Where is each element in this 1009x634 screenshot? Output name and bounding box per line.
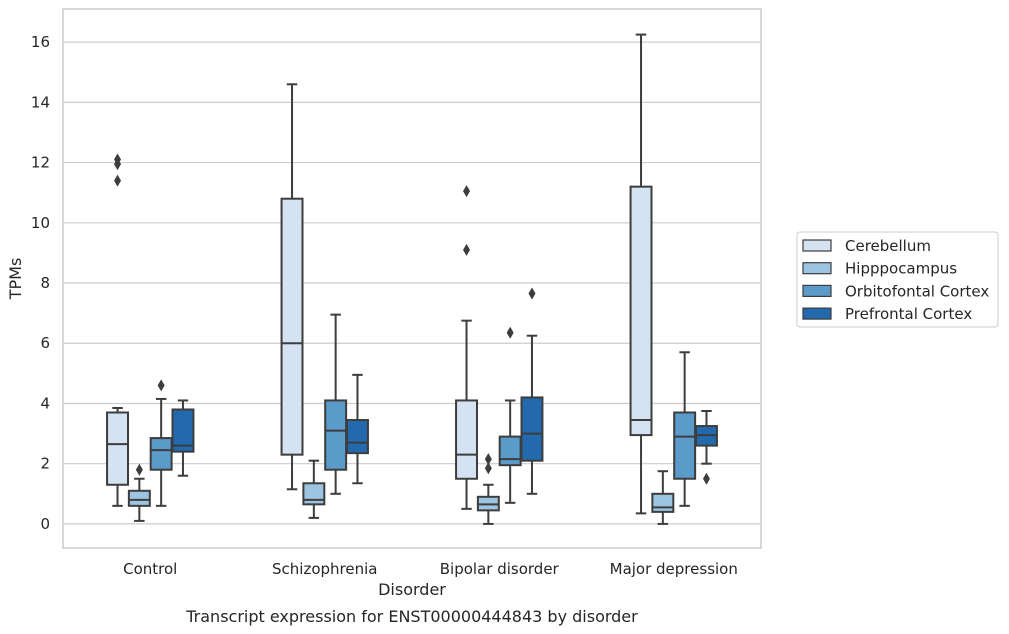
- box-iqr: [673, 411, 697, 480]
- y-tick-label: 8: [40, 274, 50, 292]
- legend-label: Prefrontal Cortex: [845, 305, 972, 323]
- legend-label: Orbitofontal Cortex: [845, 282, 989, 300]
- box-cerebellum: [455, 185, 479, 510]
- legend-label: Cerebellum: [845, 237, 931, 255]
- legend-label: Hipppocampus: [845, 260, 957, 278]
- box-iqr: [651, 492, 675, 513]
- y-tick-label: 14: [31, 93, 50, 111]
- legend-frame: [796, 231, 999, 328]
- y-tick-label: 12: [31, 154, 50, 172]
- chart-caption: Transcript expression for ENST0000044484…: [185, 607, 638, 626]
- box-orbitofontal-cortex: [149, 379, 173, 507]
- outlier-point: [484, 453, 492, 466]
- box-cerebellum: [106, 153, 130, 507]
- box-iqr: [455, 399, 479, 480]
- legend-swatch: [802, 307, 832, 320]
- outlier-point: [114, 153, 122, 166]
- outlier-point: [157, 379, 165, 392]
- legend-swatch: [802, 239, 832, 252]
- x-tick-label: Bipolar disorder: [440, 560, 560, 578]
- box-prefrontal-cortex: [171, 399, 195, 477]
- box-hipppocampus: [302, 459, 326, 519]
- outlier-point: [506, 326, 514, 339]
- legend-swatch: [802, 262, 832, 275]
- box-iqr: [280, 197, 304, 456]
- box-orbitofontal-cortex: [673, 351, 697, 507]
- x-tick-labels: Control Schizophrenia Bipolar disorder Majo…: [123, 560, 738, 578]
- y-tick-label: 4: [40, 394, 50, 412]
- box-iqr: [324, 399, 348, 471]
- x-axis-label: Disorder: [378, 580, 446, 599]
- box-prefrontal-cortex: [520, 287, 544, 495]
- box-iqr: [498, 435, 522, 467]
- outlier-point: [135, 463, 143, 476]
- outlier-point: [528, 287, 536, 300]
- box-iqr: [149, 437, 173, 471]
- y-tick-label: 6: [40, 334, 50, 352]
- box-iqr: [127, 489, 151, 507]
- y-tick-label: 2: [40, 455, 50, 473]
- box-iqr: [171, 408, 195, 453]
- box-hipppocampus: [476, 453, 500, 525]
- y-tick-label: 0: [40, 515, 50, 533]
- box-orbitofontal-cortex: [324, 313, 348, 495]
- outlier-point: [114, 174, 122, 187]
- y-tick-label: 10: [31, 214, 50, 232]
- box-iqr: [345, 419, 369, 455]
- x-tick-label: Control: [123, 560, 177, 578]
- x-tick-label: Schizophrenia: [272, 560, 377, 578]
- plot-frame: [62, 8, 762, 549]
- box-prefrontal-cortex: [694, 409, 718, 485]
- box-hipppocampus: [127, 463, 151, 522]
- box-cerebellum: [280, 83, 304, 491]
- legend-swatch: [802, 284, 832, 297]
- y-tick-label: 16: [31, 33, 50, 51]
- box-orbitofontal-cortex: [498, 326, 522, 504]
- box-iqr: [629, 185, 653, 437]
- box-prefrontal-cortex: [345, 373, 369, 485]
- x-tick-label: Major depression: [610, 560, 738, 578]
- y-tick-labels: 0 2 4 6 8 10 12 14 16: [31, 33, 50, 533]
- box-cerebellum: [629, 33, 653, 515]
- outlier-point: [463, 185, 471, 198]
- box-iqr: [520, 396, 544, 462]
- y-axis-label: TPMs: [6, 258, 25, 301]
- box-iqr: [302, 482, 326, 506]
- outlier-point: [463, 243, 471, 256]
- box-plots: [106, 33, 718, 525]
- box-hipppocampus: [651, 470, 675, 525]
- grid-lines: [63, 41, 761, 525]
- outlier-point: [702, 472, 710, 485]
- box-iqr: [106, 411, 130, 486]
- legend: Cerebellum Hipppocampus Orbitofontal Corte…: [796, 231, 999, 328]
- outlier-point: [484, 462, 492, 475]
